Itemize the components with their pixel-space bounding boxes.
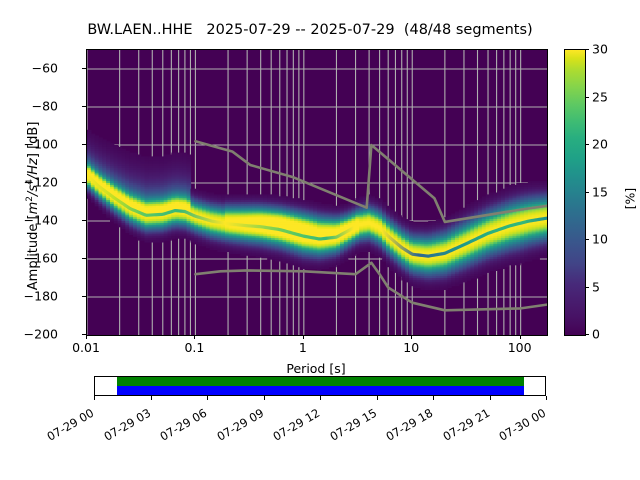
- colorbar: [564, 49, 586, 336]
- y-tick-mark: [82, 68, 86, 69]
- time-tick-text: 07-29 03: [101, 405, 154, 444]
- x-tick-label: 1: [298, 340, 307, 355]
- y-tick-mark: [82, 296, 86, 297]
- x-axis-label: Period [s]: [286, 361, 346, 376]
- time-tick-mark: [150, 396, 152, 400]
- time-tick-text: 07-29 18: [383, 405, 436, 444]
- x-tick-mark: [411, 335, 413, 339]
- y-tick-mark: [82, 182, 86, 183]
- x-tick-mark: [302, 335, 304, 339]
- x-tick-label: 0.01: [72, 340, 100, 355]
- time-tick-mark: [489, 396, 491, 400]
- y-tick-label: −60: [31, 60, 58, 76]
- time-tick-text: 07-29 00: [44, 405, 97, 444]
- x-tick-mark: [86, 335, 87, 339]
- time-tick-mark: [433, 396, 434, 400]
- x-tick-label: 0.1: [184, 340, 205, 355]
- y-tick-mark: [82, 258, 86, 259]
- colorbar-tick-label: 30: [592, 41, 608, 57]
- x-tick-label: 10: [403, 340, 420, 355]
- noise-model-low-curve: [194, 261, 547, 312]
- ppsd-plot-area: [87, 50, 547, 335]
- x-tick-label: 100: [507, 340, 532, 355]
- ppsd-axes: [86, 49, 548, 336]
- colorbar-tick-mark: [585, 96, 589, 98]
- data-coverage-box: [94, 376, 546, 396]
- time-tick-text: 07-29 06: [157, 405, 210, 444]
- page-title: BW.LAEN..HHE 2025-07-29 -- 2025-07-29 (4…: [87, 22, 533, 38]
- y-tick-label: −100: [23, 136, 58, 152]
- coverage-bar-blue: [117, 386, 524, 395]
- time-tick-mark: [320, 396, 321, 400]
- y-tick-mark: [82, 334, 86, 335]
- colorbar-tick-label: 25: [592, 89, 608, 104]
- time-tick-text: 07-29 21: [440, 405, 493, 444]
- y-tick-label: −140: [23, 212, 58, 228]
- colorbar-tick-label: 0: [592, 326, 600, 342]
- y-tick-label: −80: [31, 98, 58, 114]
- colorbar-tick-label: 10: [592, 231, 608, 247]
- time-tick-text: 07-30 00: [496, 405, 549, 444]
- time-tick-mark: [376, 396, 378, 400]
- colorbar-tick-mark: [585, 239, 589, 240]
- time-tick-mark: [94, 396, 95, 400]
- colorbar-tick-label: 5: [592, 279, 600, 294]
- colorbar-tick-mark: [585, 286, 589, 288]
- time-tick-text: 07-29 12: [270, 405, 323, 444]
- y-tick-label: −180: [23, 288, 58, 304]
- colorbar-label: [%]: [622, 187, 638, 210]
- colorbar-tick-label: 15: [592, 184, 608, 199]
- x-tick-mark: [194, 335, 196, 339]
- y-tick-mark: [82, 220, 86, 221]
- colorbar-tick-mark: [585, 334, 589, 335]
- y-tick-mark: [82, 106, 86, 107]
- coverage-bar-green: [117, 377, 524, 386]
- time-tick-text: 07-29 15: [327, 405, 380, 444]
- colorbar-tick-label: 20: [592, 136, 608, 152]
- y-tick-label: −120: [23, 174, 58, 190]
- time-tick-mark: [263, 396, 265, 400]
- x-tick-mark: [519, 335, 521, 339]
- time-tick-mark: [207, 396, 208, 400]
- noise-model-high-curve: [194, 139, 547, 224]
- ppsd-density-plot: [87, 50, 547, 335]
- y-tick-mark: [82, 144, 86, 145]
- colorbar-tick-mark: [585, 49, 589, 50]
- colorbar-tick-mark: [585, 191, 589, 193]
- colorbar-tick-mark: [585, 144, 589, 145]
- time-tick-mark: [546, 396, 547, 400]
- y-tick-label: −160: [23, 250, 58, 266]
- time-tick-text: 07-29 09: [214, 405, 267, 444]
- y-tick-label: −200: [23, 326, 58, 342]
